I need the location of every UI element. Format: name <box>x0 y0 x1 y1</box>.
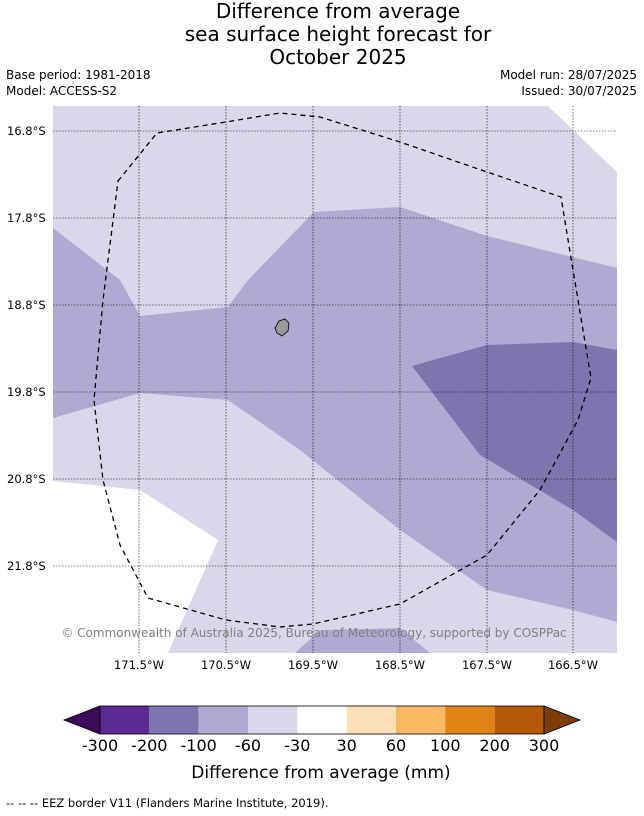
lon-label: 167.5°W <box>462 658 512 672</box>
lat-label: 19.8°S <box>7 385 46 399</box>
title-line-3: October 2025 <box>269 45 407 69</box>
colorbar-swatch <box>149 706 199 734</box>
base-period: Base period: 1981-2018 <box>6 68 151 82</box>
colorbar-tick-label: 60 <box>386 736 406 755</box>
lon-label: 170.5°W <box>201 658 251 672</box>
band-medium <box>53 207 617 622</box>
colorbar-swatch <box>100 706 150 734</box>
colorbar-extend-low <box>62 705 101 735</box>
colorbar-tick-label: -200 <box>131 736 167 755</box>
colorbar-swatch <box>198 706 248 734</box>
colorbar-tick-label: 100 <box>430 736 461 755</box>
copyright-text: © Commonwealth of Australia 2025, Bureau… <box>61 626 566 640</box>
lat-label: 18.8°S <box>7 298 46 312</box>
colorbar-tick-label: -300 <box>82 736 118 755</box>
lon-label: 171.5°W <box>114 658 164 672</box>
colorbar-extend-high <box>543 705 582 735</box>
colorbar-tick-label: 30 <box>336 736 356 755</box>
lat-label: 20.8°S <box>7 472 46 486</box>
model-run: Model run: 28/07/2025 <box>499 68 637 82</box>
lat-label: 16.8°S <box>7 124 46 138</box>
meta-right: Model run: 28/07/2025 Issued: 30/07/2025 <box>500 67 637 99</box>
band-medium-bottom <box>295 628 430 653</box>
colorbar-tick-label: 200 <box>479 736 510 755</box>
colorbar-tick-label: -30 <box>284 736 310 755</box>
model-name: Model: ACCESS-S2 <box>6 84 118 98</box>
issued-date: Issued: 30/07/2025 <box>521 84 637 98</box>
colorbar-swatch <box>297 706 347 734</box>
title-line-1: Difference from average <box>215 0 461 23</box>
colorbar-border <box>99 705 545 735</box>
map-area <box>53 106 617 653</box>
chart-title: Difference from average sea surface heig… <box>0 0 644 69</box>
meta-left: Base period: 1981-2018 Model: ACCESS-S2 <box>6 67 151 99</box>
colorbar-tick-label: -60 <box>235 736 261 755</box>
lat-label: 17.8°S <box>7 211 46 225</box>
colorbar-swatch <box>494 706 544 734</box>
island-shape <box>274 318 290 337</box>
colorbar: -300 -200 -100 -60 -30 30 60 100 200 300 <box>62 705 582 755</box>
lon-label: 166.5°W <box>548 658 598 672</box>
colorbar-swatch <box>445 706 495 734</box>
colorbar-tick-label: 300 <box>529 736 560 755</box>
lon-label: 168.5°W <box>375 658 425 672</box>
band-dark <box>412 342 617 542</box>
lon-label: 169.5°W <box>288 658 338 672</box>
lat-label: 21.8°S <box>7 559 46 573</box>
colorbar-swatch <box>396 706 446 734</box>
colorbar-swatch <box>248 706 298 734</box>
band-white-corner <box>548 106 617 172</box>
eez-border <box>93 112 592 628</box>
colorbar-swatch <box>346 706 396 734</box>
graticule <box>53 106 617 653</box>
eez-footnote: -- -- -- EEZ border V11 (Flanders Marine… <box>6 796 329 810</box>
band-white-region <box>53 481 218 653</box>
title-line-2: sea surface height forecast for <box>184 22 492 46</box>
colorbar-tick-label: -100 <box>181 736 217 755</box>
colorbar-title: Difference from average (mm) <box>191 763 450 783</box>
